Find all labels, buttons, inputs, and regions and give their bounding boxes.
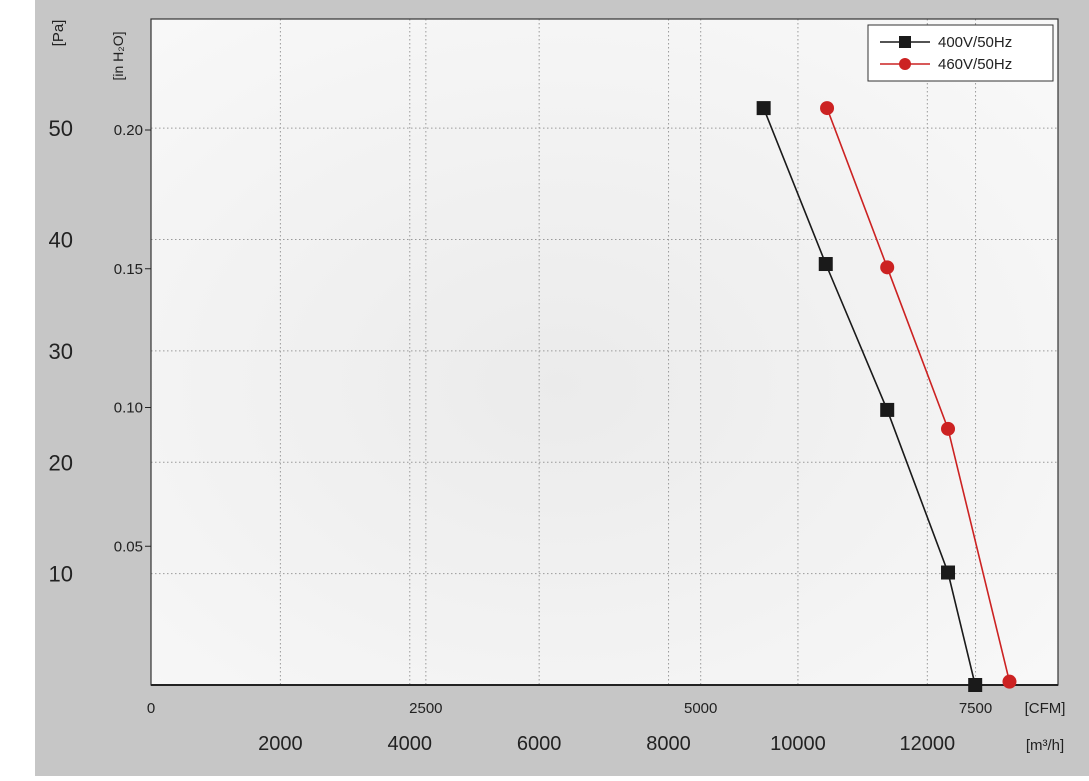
tick-label-pa: 20 [49, 450, 73, 475]
tick-label-pa: 50 [49, 116, 73, 141]
data-point-400v-50hz [880, 403, 894, 417]
tick-label-pa: 10 [49, 562, 73, 587]
legend-marker-460v [899, 58, 911, 70]
tick-label-inh2o: 0.15 [114, 261, 143, 278]
plot-area [151, 19, 1058, 685]
unit-pa-label: [Pa] [50, 20, 67, 47]
legend-marker-400v [899, 36, 911, 48]
data-point-460v-50hz [880, 260, 894, 274]
tick-label-m3h: 2000 [258, 733, 303, 755]
data-point-400v-50hz [757, 101, 771, 115]
data-point-400v-50hz [941, 566, 955, 580]
tick-label-cfm: 0 [147, 700, 155, 717]
tick-label-cfm: 5000 [684, 700, 717, 717]
tick-label-pa: 30 [49, 339, 73, 364]
tick-label-pa: 40 [49, 228, 73, 253]
tick-label-inh2o: 0.20 [114, 122, 143, 139]
tick-label-m3h: 8000 [646, 733, 691, 755]
data-point-460v-50hz [820, 101, 834, 115]
data-point-460v-50hz [941, 422, 955, 436]
unit-cfm-label: [CFM] [1025, 700, 1066, 717]
unit-m3h-label: [m³/h] [1026, 737, 1064, 754]
legend-label-400v: 400V/50Hz [938, 34, 1012, 51]
tick-label-cfm: 2500 [409, 700, 442, 717]
tick-label-inh2o: 0.05 [114, 538, 143, 555]
tick-label-inh2o: 0.10 [114, 400, 143, 417]
tick-label-m3h: 12000 [900, 733, 956, 755]
legend-label-460v: 460V/50Hz [938, 56, 1012, 73]
legend: 400V/50Hz 460V/50Hz [868, 25, 1053, 81]
tick-label-m3h: 4000 [388, 733, 433, 755]
tick-label-cfm: 7500 [959, 700, 992, 717]
unit-inh2o-label: [in H₂O] [110, 32, 126, 81]
data-point-460v-50hz [1002, 675, 1016, 689]
data-point-400v-50hz [819, 257, 833, 271]
data-point-400v-50hz [968, 678, 982, 692]
tick-label-m3h: 10000 [770, 733, 826, 755]
tick-label-m3h: 6000 [517, 733, 562, 755]
